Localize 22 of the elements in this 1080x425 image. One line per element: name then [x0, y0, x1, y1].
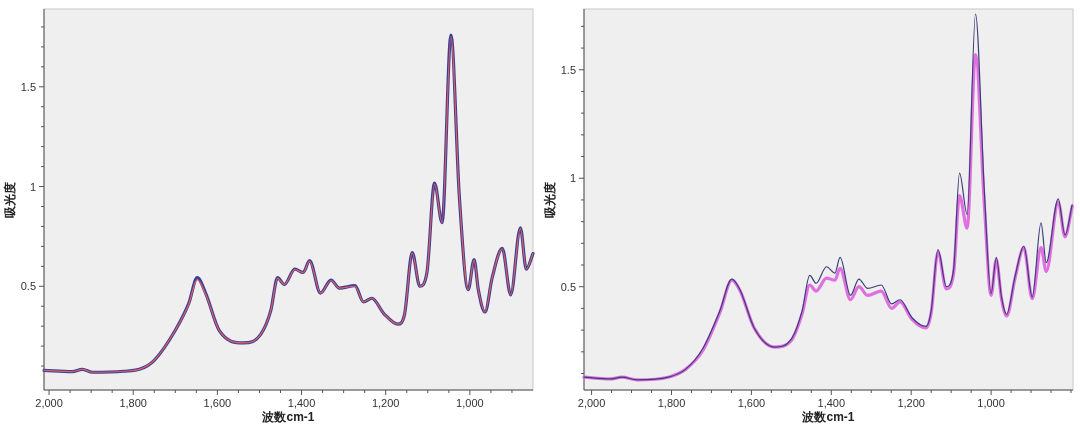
x-tick-label: 1,400	[287, 397, 316, 409]
x-tick-label: 1,200	[897, 397, 925, 409]
y-tick-label: 1	[29, 180, 36, 193]
y-axis-title: 吸光度	[3, 181, 17, 218]
x-tick-label: 2,000	[35, 397, 63, 409]
y-tick-label: 1.5	[560, 63, 576, 76]
x-tick-label: 1,800	[119, 397, 147, 409]
x-tick-label: 1,400	[817, 397, 846, 409]
x-tick-label: 1,600	[737, 397, 766, 409]
y-tick-label: 1.5	[20, 80, 36, 93]
x-tick-label: 1,200	[371, 397, 400, 409]
x-axis-title: 波数cm-1	[801, 410, 855, 424]
x-tick-label: 1,000	[977, 397, 1005, 409]
x-tick-label: 1,800	[657, 397, 686, 409]
y-tick-label: 0.5	[560, 280, 576, 293]
y-tick-label: 1	[569, 172, 576, 185]
x-tick-label: 1,600	[203, 397, 232, 409]
x-axis-title: 波数cm-1	[261, 410, 315, 424]
x-tick-label: 2,000	[577, 397, 606, 409]
x-tick-label: 1,000	[456, 397, 484, 409]
y-tick-label: 0.5	[20, 280, 36, 293]
y-axis-title: 吸光度	[543, 181, 557, 218]
